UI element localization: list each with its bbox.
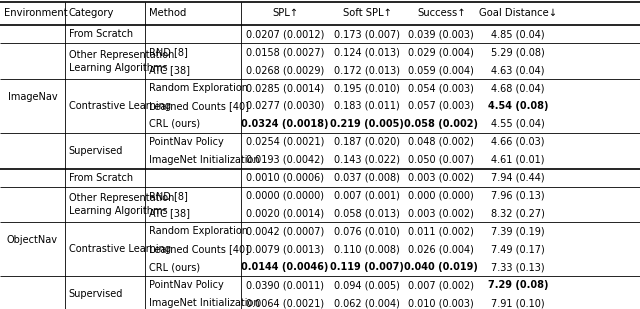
- Text: Contrastive Learning: Contrastive Learning: [69, 101, 171, 111]
- Text: Learned Counts [40]: Learned Counts [40]: [149, 101, 249, 111]
- Text: 0.003 (0.002): 0.003 (0.002): [408, 173, 474, 183]
- Text: 0.0042 (0.0007): 0.0042 (0.0007): [246, 226, 324, 236]
- Text: 0.057 (0.003): 0.057 (0.003): [408, 101, 474, 111]
- Text: 0.0000 (0.0000): 0.0000 (0.0000): [246, 191, 324, 201]
- Text: CRL (ours): CRL (ours): [149, 119, 200, 129]
- Text: 0.187 (0.020): 0.187 (0.020): [334, 137, 400, 147]
- Text: 0.058 (0.002): 0.058 (0.002): [404, 119, 478, 129]
- Text: 0.124 (0.013): 0.124 (0.013): [334, 47, 400, 57]
- Text: Supervised: Supervised: [69, 289, 123, 299]
- Text: 7.96 (0.13): 7.96 (0.13): [492, 191, 545, 201]
- Text: Random Exploration: Random Exploration: [149, 83, 248, 93]
- Text: 0.119 (0.007): 0.119 (0.007): [330, 262, 404, 272]
- Text: 7.91 (0.10): 7.91 (0.10): [492, 298, 545, 308]
- Text: Soft SPL↑: Soft SPL↑: [342, 8, 392, 19]
- Text: 0.058 (0.013): 0.058 (0.013): [334, 209, 400, 218]
- Text: 0.059 (0.004): 0.059 (0.004): [408, 65, 474, 75]
- Text: Environment: Environment: [4, 8, 67, 19]
- Text: 7.39 (0.19): 7.39 (0.19): [492, 226, 545, 236]
- Text: Success↑: Success↑: [417, 8, 465, 19]
- Text: ATC [38]: ATC [38]: [149, 65, 190, 75]
- Text: 0.054 (0.003): 0.054 (0.003): [408, 83, 474, 93]
- Text: Method: Method: [149, 8, 186, 19]
- Text: 0.0158 (0.0027): 0.0158 (0.0027): [246, 47, 324, 57]
- Text: Learned Counts [40]: Learned Counts [40]: [149, 244, 249, 254]
- Text: 0.062 (0.004): 0.062 (0.004): [334, 298, 400, 308]
- Text: 0.029 (0.004): 0.029 (0.004): [408, 47, 474, 57]
- Text: 0.110 (0.008): 0.110 (0.008): [334, 244, 400, 254]
- Text: ImageNet Initialization: ImageNet Initialization: [149, 298, 259, 308]
- Text: 4.85 (0.04): 4.85 (0.04): [492, 29, 545, 39]
- Text: 0.050 (0.007): 0.050 (0.007): [408, 155, 474, 165]
- Text: 0.039 (0.003): 0.039 (0.003): [408, 29, 474, 39]
- Text: PointNav Policy: PointNav Policy: [149, 137, 223, 147]
- Text: 0.007 (0.001): 0.007 (0.001): [334, 191, 400, 201]
- Text: Other Representation
Learning Algorithms: Other Representation Learning Algorithms: [69, 193, 174, 216]
- Text: 0.007 (0.002): 0.007 (0.002): [408, 280, 474, 290]
- Text: 4.63 (0.04): 4.63 (0.04): [492, 65, 545, 75]
- Text: Contrastive Learning: Contrastive Learning: [69, 244, 171, 254]
- Text: 0.0064 (0.0021): 0.0064 (0.0021): [246, 298, 324, 308]
- Text: 0.219 (0.005): 0.219 (0.005): [330, 119, 404, 129]
- Text: 0.0193 (0.0042): 0.0193 (0.0042): [246, 155, 324, 165]
- Text: PointNav Policy: PointNav Policy: [149, 280, 223, 290]
- Text: 0.183 (0.011): 0.183 (0.011): [334, 101, 400, 111]
- Text: 4.68 (0.04): 4.68 (0.04): [492, 83, 545, 93]
- Text: 5.29 (0.08): 5.29 (0.08): [492, 47, 545, 57]
- Text: 0.037 (0.008): 0.037 (0.008): [334, 173, 400, 183]
- Text: 0.076 (0.010): 0.076 (0.010): [334, 226, 400, 236]
- Text: 4.66 (0.03): 4.66 (0.03): [492, 137, 545, 147]
- Text: 0.0079 (0.0013): 0.0079 (0.0013): [246, 244, 324, 254]
- Text: 0.0285 (0.0014): 0.0285 (0.0014): [246, 83, 324, 93]
- Text: 0.0020 (0.0014): 0.0020 (0.0014): [246, 209, 324, 218]
- Text: Other Representation
Learning Algorithms: Other Representation Learning Algorithms: [69, 50, 174, 73]
- Text: 0.0268 (0.0029): 0.0268 (0.0029): [246, 65, 324, 75]
- Text: 8.32 (0.27): 8.32 (0.27): [491, 209, 545, 218]
- Text: 0.0144 (0.0046): 0.0144 (0.0046): [241, 262, 329, 272]
- Text: From Scratch: From Scratch: [69, 173, 133, 183]
- Text: 0.026 (0.004): 0.026 (0.004): [408, 244, 474, 254]
- Text: 0.0254 (0.0021): 0.0254 (0.0021): [246, 137, 324, 147]
- Text: 0.000 (0.000): 0.000 (0.000): [408, 191, 474, 201]
- Text: SPL↑: SPL↑: [272, 8, 298, 19]
- Text: 0.011 (0.002): 0.011 (0.002): [408, 226, 474, 236]
- Text: 0.003 (0.002): 0.003 (0.002): [408, 209, 474, 218]
- Text: 0.094 (0.005): 0.094 (0.005): [334, 280, 400, 290]
- Text: 0.0324 (0.0018): 0.0324 (0.0018): [241, 119, 329, 129]
- Text: RND [8]: RND [8]: [149, 47, 188, 57]
- Text: 0.173 (0.007): 0.173 (0.007): [334, 29, 400, 39]
- Text: 4.61 (0.01): 4.61 (0.01): [492, 155, 545, 165]
- Text: 4.55 (0.04): 4.55 (0.04): [492, 119, 545, 129]
- Text: CRL (ours): CRL (ours): [149, 262, 200, 272]
- Text: 0.0277 (0.0030): 0.0277 (0.0030): [246, 101, 324, 111]
- Text: ObjectNav: ObjectNav: [7, 235, 58, 245]
- Text: 0.143 (0.022): 0.143 (0.022): [334, 155, 400, 165]
- Text: 0.010 (0.003): 0.010 (0.003): [408, 298, 474, 308]
- Text: Supervised: Supervised: [69, 146, 123, 156]
- Text: ATC [38]: ATC [38]: [149, 209, 190, 218]
- Text: 7.33 (0.13): 7.33 (0.13): [492, 262, 545, 272]
- Text: 4.54 (0.08): 4.54 (0.08): [488, 101, 548, 111]
- Text: 0.172 (0.013): 0.172 (0.013): [334, 65, 400, 75]
- Text: Random Exploration: Random Exploration: [149, 226, 248, 236]
- Text: 7.49 (0.17): 7.49 (0.17): [492, 244, 545, 254]
- Text: 0.048 (0.002): 0.048 (0.002): [408, 137, 474, 147]
- Text: 0.0390 (0.0011): 0.0390 (0.0011): [246, 280, 324, 290]
- Text: 0.195 (0.010): 0.195 (0.010): [334, 83, 400, 93]
- Text: 0.0207 (0.0012): 0.0207 (0.0012): [246, 29, 324, 39]
- Text: ImageNet Initialization: ImageNet Initialization: [149, 155, 259, 165]
- Text: RND [8]: RND [8]: [149, 191, 188, 201]
- Text: 7.94 (0.44): 7.94 (0.44): [492, 173, 545, 183]
- Text: From Scratch: From Scratch: [69, 29, 133, 39]
- Text: Goal Distance↓: Goal Distance↓: [479, 8, 557, 19]
- Text: Category: Category: [69, 8, 114, 19]
- Text: 7.29 (0.08): 7.29 (0.08): [488, 280, 548, 290]
- Text: 0.040 (0.019): 0.040 (0.019): [404, 262, 478, 272]
- Text: 0.0010 (0.0006): 0.0010 (0.0006): [246, 173, 324, 183]
- Text: ImageNav: ImageNav: [8, 92, 58, 102]
